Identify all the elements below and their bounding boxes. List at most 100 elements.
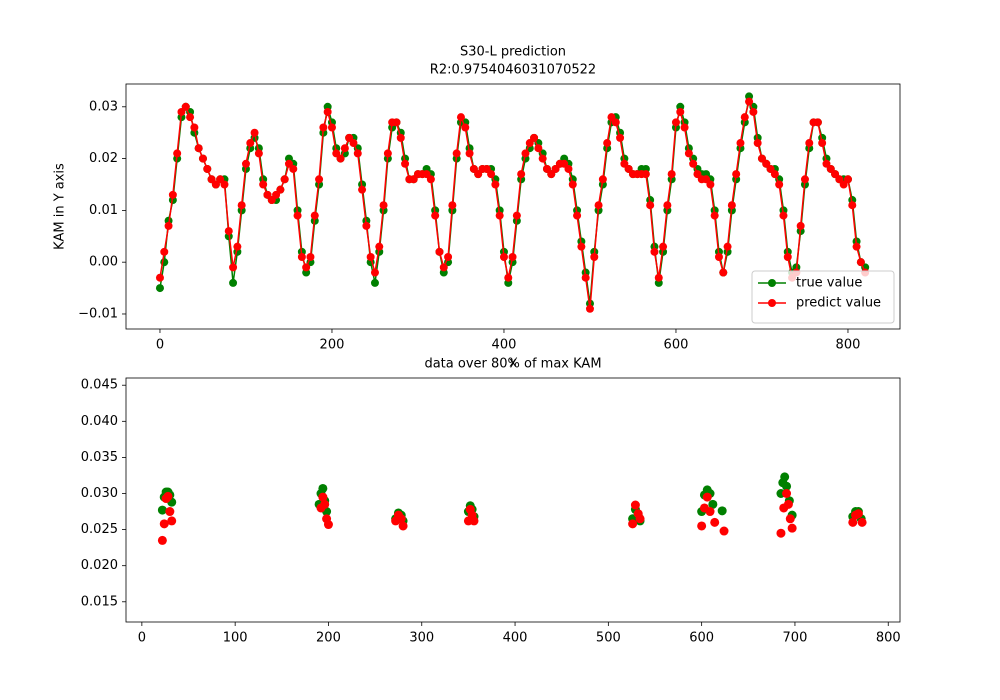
point (530, 133, 539, 142)
point (590, 253, 599, 262)
point (168, 190, 177, 199)
point (676, 107, 685, 116)
point (164, 221, 173, 230)
point (538, 154, 547, 163)
point (568, 180, 577, 189)
point (857, 517, 867, 527)
point (160, 247, 169, 256)
point (370, 268, 379, 277)
point (198, 154, 207, 163)
point (749, 107, 758, 116)
point (732, 170, 741, 179)
point (167, 516, 177, 526)
point (603, 139, 612, 148)
point (800, 175, 809, 184)
point (289, 164, 298, 173)
point (564, 164, 573, 173)
point (452, 149, 461, 158)
point (302, 263, 311, 272)
point (157, 505, 167, 515)
point (843, 175, 852, 184)
y-tick-label: 0.020 (81, 558, 118, 573)
y-tick-label: 0.02 (89, 151, 118, 166)
point (534, 144, 543, 153)
point (717, 506, 727, 516)
point (508, 253, 517, 262)
point (818, 139, 827, 148)
x-tick-label: 0 (156, 338, 164, 353)
point (782, 489, 792, 499)
point (370, 278, 379, 287)
x-tick-label: 700 (783, 631, 808, 646)
point (246, 139, 255, 148)
point (650, 247, 659, 256)
point (491, 180, 500, 189)
y-tick-label: 0.015 (81, 594, 118, 609)
point (521, 149, 530, 158)
point (585, 304, 594, 313)
y-tick-label: 0.01 (89, 203, 118, 218)
point (702, 492, 712, 502)
point (358, 185, 367, 194)
point (654, 273, 663, 282)
point (327, 123, 336, 132)
point (320, 499, 330, 509)
point (719, 268, 728, 277)
x-tick-label: 200 (320, 338, 345, 353)
point (573, 211, 582, 220)
point (194, 144, 203, 153)
point (727, 201, 736, 210)
x-tick-label: 0 (138, 631, 146, 646)
point (224, 227, 233, 236)
point (157, 535, 167, 545)
axes-frame (125, 83, 901, 330)
point (250, 128, 259, 137)
x-tick-label: 400 (503, 631, 528, 646)
point (362, 221, 371, 230)
point (740, 113, 749, 122)
point (787, 523, 797, 533)
point (783, 253, 792, 262)
point (775, 180, 784, 189)
panel: S30-L prediction R2:0.9754046031070522 0 20… (53, 45, 901, 371)
point (736, 139, 745, 148)
point (517, 170, 526, 179)
point (315, 175, 324, 184)
point (323, 107, 332, 116)
panel: data over 80% of max KAM 0 100 200 300 400 500… (81, 357, 901, 646)
chart-subtitle: R2:0.9754046031070522 (430, 63, 596, 78)
point (594, 201, 603, 210)
point (431, 211, 440, 220)
point (186, 113, 195, 122)
point (383, 149, 392, 158)
point (319, 123, 328, 132)
point (297, 253, 306, 262)
point (220, 180, 229, 189)
point (448, 201, 457, 210)
point (173, 149, 182, 158)
point (237, 201, 246, 210)
point (671, 118, 680, 127)
y-tick-label: 0.00 (89, 255, 118, 270)
y-axis-label: KAM in Y axis (53, 163, 68, 250)
x-axis-label: x (509, 356, 517, 371)
point (805, 139, 814, 148)
point (306, 253, 315, 262)
point (435, 247, 444, 256)
point (340, 144, 349, 153)
point (203, 164, 212, 173)
x-tick-label: 800 (876, 631, 901, 646)
point (853, 509, 863, 519)
point (190, 123, 199, 132)
point (439, 263, 448, 272)
point (398, 521, 408, 531)
point (785, 514, 795, 524)
point (280, 175, 289, 184)
point (165, 507, 175, 517)
point (783, 499, 793, 509)
point (779, 211, 788, 220)
point (697, 521, 707, 531)
point (641, 170, 650, 179)
y-tick-label: −0.01 (78, 306, 118, 321)
